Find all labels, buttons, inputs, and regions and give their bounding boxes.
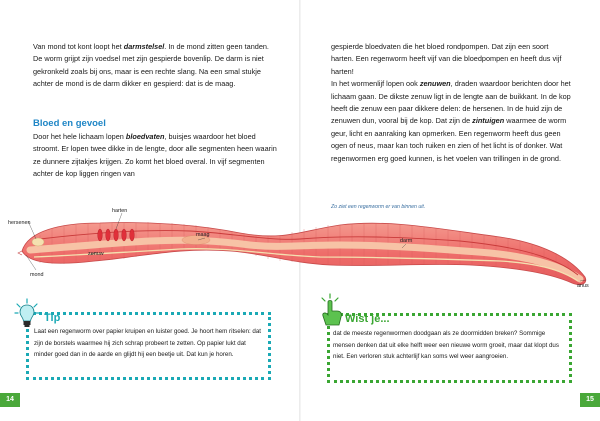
worm-illustration	[17, 212, 587, 285]
text-run: , buisjes waardoor het bloed stroomt. Er…	[33, 132, 277, 179]
worm-brain	[31, 237, 45, 247]
label-zenuw: zenuw	[88, 251, 104, 257]
page-number-left: 14	[0, 393, 20, 407]
label-lines	[25, 212, 587, 282]
worm-gut	[26, 236, 584, 283]
paragraph-digestive: Van mond tot kont loopt het darmstelsel.…	[33, 41, 280, 91]
term-darmstelsel: darmstelsel	[123, 42, 165, 51]
illustration-caption: Zo ziet een regenworm er van binnen uit.	[331, 204, 426, 210]
tip-text: Laat een regenworm over papier kruipen e…	[34, 328, 262, 359]
wist-je-title: Wist je...	[345, 313, 390, 325]
tip-title: Tip	[44, 312, 61, 324]
pointing-hand-icon	[321, 293, 342, 326]
text-run: Van mond tot kont loopt het	[33, 42, 124, 51]
text-run: waarmee de worm geur, licht en aanraking…	[331, 116, 567, 163]
section-heading: Bloed en gevoel	[33, 118, 106, 129]
worm-hearts	[97, 228, 135, 242]
worm-stomach	[181, 235, 211, 245]
term-bloedvaten: bloedvaten	[125, 132, 165, 141]
lightbulb-icon	[14, 298, 40, 327]
worm-blood-vessel	[39, 230, 579, 276]
term-zenuwen: zenuwen	[419, 79, 451, 89]
page-number-right: 15	[580, 393, 600, 407]
worm-mouth	[17, 250, 23, 256]
text-run: . In de mond zitten geen tanden. De worm…	[33, 42, 269, 89]
label-hersenen: hersenen	[8, 220, 31, 226]
label-anus: anus	[577, 283, 589, 289]
label-maag: maag	[196, 232, 210, 238]
page-gutter	[299, 0, 301, 421]
label-mond: mond	[30, 272, 44, 278]
wist-je-text: dat de meeste regenwormen doodgaan als z…	[333, 330, 559, 361]
tip-box	[26, 312, 271, 380]
text-run: gespierde bloedvaten die het bloed rondp…	[331, 42, 562, 76]
paragraph-blood: Door het hele lichaam lopen bloedvaten, …	[33, 131, 283, 181]
worm-nerve	[33, 248, 579, 282]
label-darm: darm	[400, 238, 413, 244]
paragraph-nerves: gespierde bloedvaten die het bloed rondp…	[331, 41, 573, 165]
text-run: , draden waardoor berichten door het lic…	[331, 79, 571, 126]
label-harten: harten	[112, 208, 128, 214]
wist-je-box	[327, 313, 572, 383]
text-run: In het wormenlijf lopen ook	[331, 79, 420, 89]
text-run: Door het hele lichaam lopen	[33, 132, 126, 141]
term-zintuigen: zintuigen	[472, 116, 505, 126]
